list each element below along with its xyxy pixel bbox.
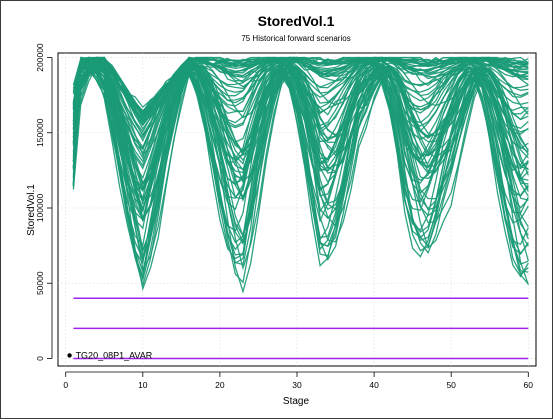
x-tick-label: 40 [369, 380, 379, 390]
scenario-lines [72, 56, 529, 294]
scenario-line [72, 68, 529, 279]
scenario-line [73, 68, 529, 288]
y-tick-label: 100000 [35, 194, 45, 223]
annotation-marker [67, 353, 72, 358]
scenario-line [72, 56, 529, 122]
y-axis: 0 50000 100000 150000 200000 [35, 43, 53, 361]
x-tick-label: 0 [63, 380, 68, 390]
y-tick-label: 200000 [35, 43, 45, 72]
y-tick-label: 150000 [35, 118, 45, 147]
y-axis-title: StoredVol.1 [26, 184, 37, 236]
scenario-line [72, 58, 529, 139]
scenario-line [72, 57, 529, 129]
x-tick-label: 60 [524, 380, 534, 390]
x-tick-label: 10 [138, 380, 148, 390]
x-tick-label: 20 [215, 380, 225, 390]
y-tick-label: 0 [35, 356, 45, 361]
x-axis-title: Stage [283, 396, 310, 407]
scenario-line [72, 61, 529, 191]
x-tick-label: 50 [446, 380, 456, 390]
x-tick-label: 30 [292, 380, 302, 390]
scenario-line [72, 56, 529, 125]
scenario-line [72, 59, 529, 179]
scenario-line [72, 62, 529, 212]
scenario-line [72, 68, 529, 280]
scenario-line [72, 65, 529, 264]
annotation-label: TG20_08P1_AVAR [76, 350, 153, 360]
y-tick-label: 50000 [35, 271, 45, 295]
scenario-line [72, 63, 529, 222]
reference-lines [73, 297, 529, 360]
x-axis: 0 10 20 30 40 50 60 [63, 371, 534, 390]
chart-title: StoredVol.1 [258, 13, 335, 29]
chart-subtitle: 75 Historical forward scenarios [241, 34, 350, 43]
